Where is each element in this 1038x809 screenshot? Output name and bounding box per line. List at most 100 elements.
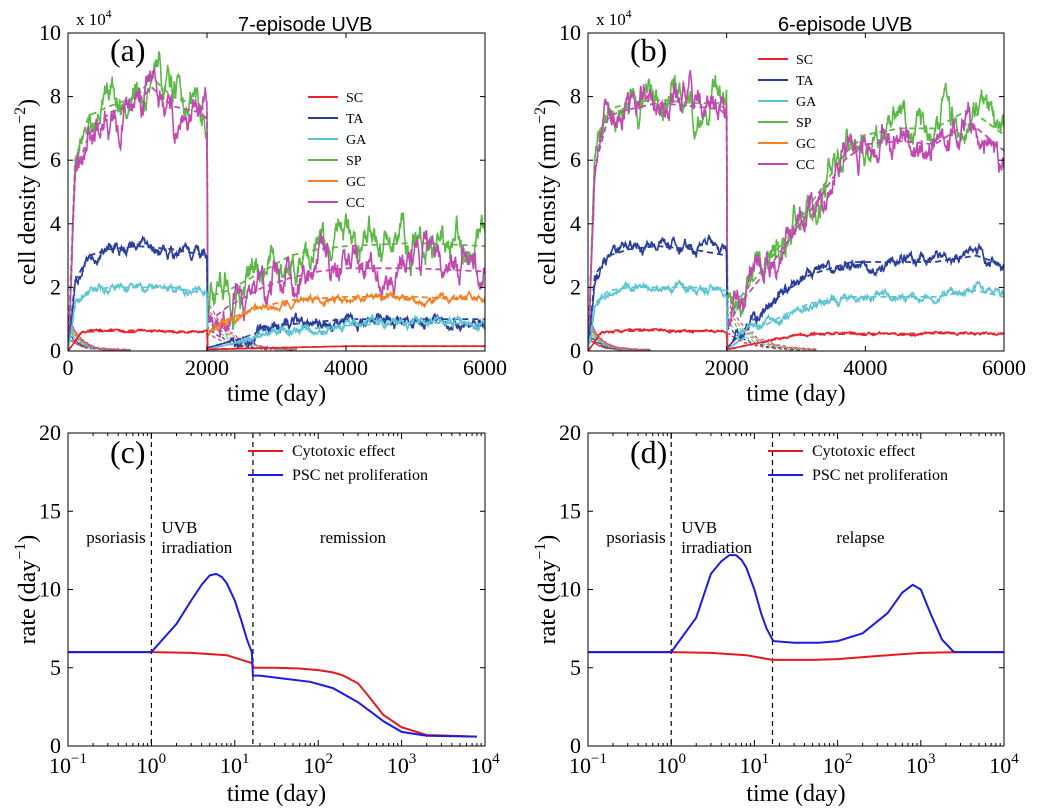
y-tick-label: 10 — [39, 20, 61, 45]
x-tick-label: 100 — [656, 751, 685, 778]
y-tick-label: 15 — [559, 498, 581, 523]
legend-label-GA: GA — [796, 95, 817, 110]
region-label-irradiation: irradiation — [681, 538, 752, 557]
y-axis-label: rate (day−1) — [532, 535, 561, 645]
x-axis-label: time (day) — [746, 781, 845, 807]
series-psc — [68, 572, 477, 738]
x-tick-label: 0 — [63, 355, 74, 380]
y-tick-label: 0 — [570, 733, 581, 758]
x-tick-label: 103 — [906, 751, 935, 778]
y-axis-label: rate (day−1) — [12, 535, 41, 645]
y-tick-label: 10 — [559, 577, 581, 602]
series-cytotoxic — [588, 651, 1004, 661]
x-tick-label: 104 — [470, 751, 500, 778]
x-tick-label: 2000 — [705, 355, 749, 380]
series-SC — [68, 327, 485, 351]
y-tick-label: 4 — [570, 211, 581, 236]
y-tick-label: 15 — [39, 498, 61, 523]
axes-box — [67, 32, 486, 352]
y-tick-label: 10 — [559, 20, 581, 45]
y-axis-label: cell density (mm−2) — [12, 99, 41, 285]
transient2-TA — [206, 324, 297, 351]
region-label-psoriasis: psoriasis — [86, 528, 146, 547]
legend-label: Cytotoxic effect — [292, 443, 396, 460]
series-psc — [588, 554, 1004, 654]
y-tick-label: 6 — [50, 147, 61, 172]
transient2-SP — [206, 312, 297, 351]
legend-label: Cytotoxic effect — [812, 443, 916, 460]
panel-label: (b) — [630, 32, 667, 68]
transient2-TA — [726, 325, 817, 351]
axes-box — [587, 32, 1005, 352]
x-axis-label: time (day) — [227, 381, 326, 407]
legend-label: PSC net proliferation — [292, 467, 428, 484]
y-tick-label: 2 — [570, 274, 581, 299]
x-tick-label: 4000 — [843, 355, 887, 380]
legend-label-SC: SC — [796, 53, 813, 68]
y-tick-label: 0 — [570, 338, 581, 363]
region-label-psoriasis: psoriasis — [606, 528, 666, 547]
y-tick-label: 8 — [570, 84, 581, 109]
panel-label: (c) — [110, 434, 146, 470]
x-tick-label: 6000 — [463, 355, 507, 380]
x-tick-label: 10−1 — [49, 751, 87, 778]
series-cytotoxic — [68, 651, 477, 738]
y-tick-label: 0 — [50, 338, 61, 363]
region-label-uvb: UVB — [161, 518, 197, 537]
y-tick-label: 5 — [50, 655, 61, 680]
legend-label-SP: SP — [346, 154, 362, 169]
y-tick-label: 8 — [50, 84, 61, 109]
legend-label-GC: GC — [346, 175, 365, 190]
x-tick-label: 102 — [303, 751, 332, 778]
x-tick-label: 6000 — [982, 355, 1026, 380]
y-tick-label: 6 — [570, 147, 581, 172]
legend-label: PSC net proliferation — [812, 467, 948, 484]
panel-label: (a) — [110, 32, 146, 68]
legend-label-SC: SC — [346, 91, 363, 106]
transient2-GA — [206, 318, 297, 351]
legend-label-TA: TA — [346, 112, 364, 127]
series-CC — [588, 70, 1004, 351]
y-tick-label: 2 — [50, 274, 61, 299]
x-tick-label: 103 — [387, 751, 416, 778]
series-SP — [588, 73, 1004, 351]
legend-label-GA: GA — [346, 133, 367, 148]
series-SC — [588, 327, 1004, 351]
series-SP — [68, 51, 485, 351]
x-tick-label: 102 — [823, 751, 852, 778]
x-tick-label: 100 — [137, 751, 166, 778]
x-tick-label: 101 — [740, 751, 769, 778]
transient2-GC — [726, 305, 817, 351]
chart-title: 6-episode UVB — [778, 14, 913, 36]
x-tick-label: 2000 — [185, 355, 229, 380]
y-tick-label: 20 — [559, 420, 581, 445]
y-tick-label: 20 — [39, 420, 61, 445]
x-tick-label: 104 — [989, 751, 1019, 778]
y-tick-label: 10 — [39, 577, 61, 602]
legend-label-TA: TA — [796, 74, 814, 89]
x-tick-label: 0 — [583, 355, 594, 380]
region-label-remission: remission — [320, 528, 387, 547]
series-TA — [68, 235, 485, 351]
x-axis-label: time (day) — [227, 781, 326, 807]
x-tick-label: 4000 — [324, 355, 368, 380]
region-label-irradiation: irradiation — [161, 538, 232, 557]
y-tick-label: 5 — [570, 655, 581, 680]
y-axis-label: cell density (mm−2) — [532, 99, 561, 285]
series-GA — [68, 281, 485, 351]
y-tick-label: 0 — [50, 733, 61, 758]
legend-label-GC: GC — [796, 137, 815, 152]
y-tick-label: 4 — [50, 211, 61, 236]
transient2-CC — [726, 299, 817, 351]
plot-lines-0 — [68, 51, 485, 351]
region-label-uvb: UVB — [681, 518, 717, 537]
x-tick-label: 101 — [220, 751, 249, 778]
legend-label-CC: CC — [796, 158, 815, 173]
series-GA — [588, 278, 1004, 351]
series-TA — [588, 234, 1004, 351]
x-tick-label: 10−1 — [569, 751, 607, 778]
legend-label-CC: CC — [346, 196, 365, 211]
series-CC — [68, 67, 485, 351]
series-GC — [206, 290, 485, 351]
